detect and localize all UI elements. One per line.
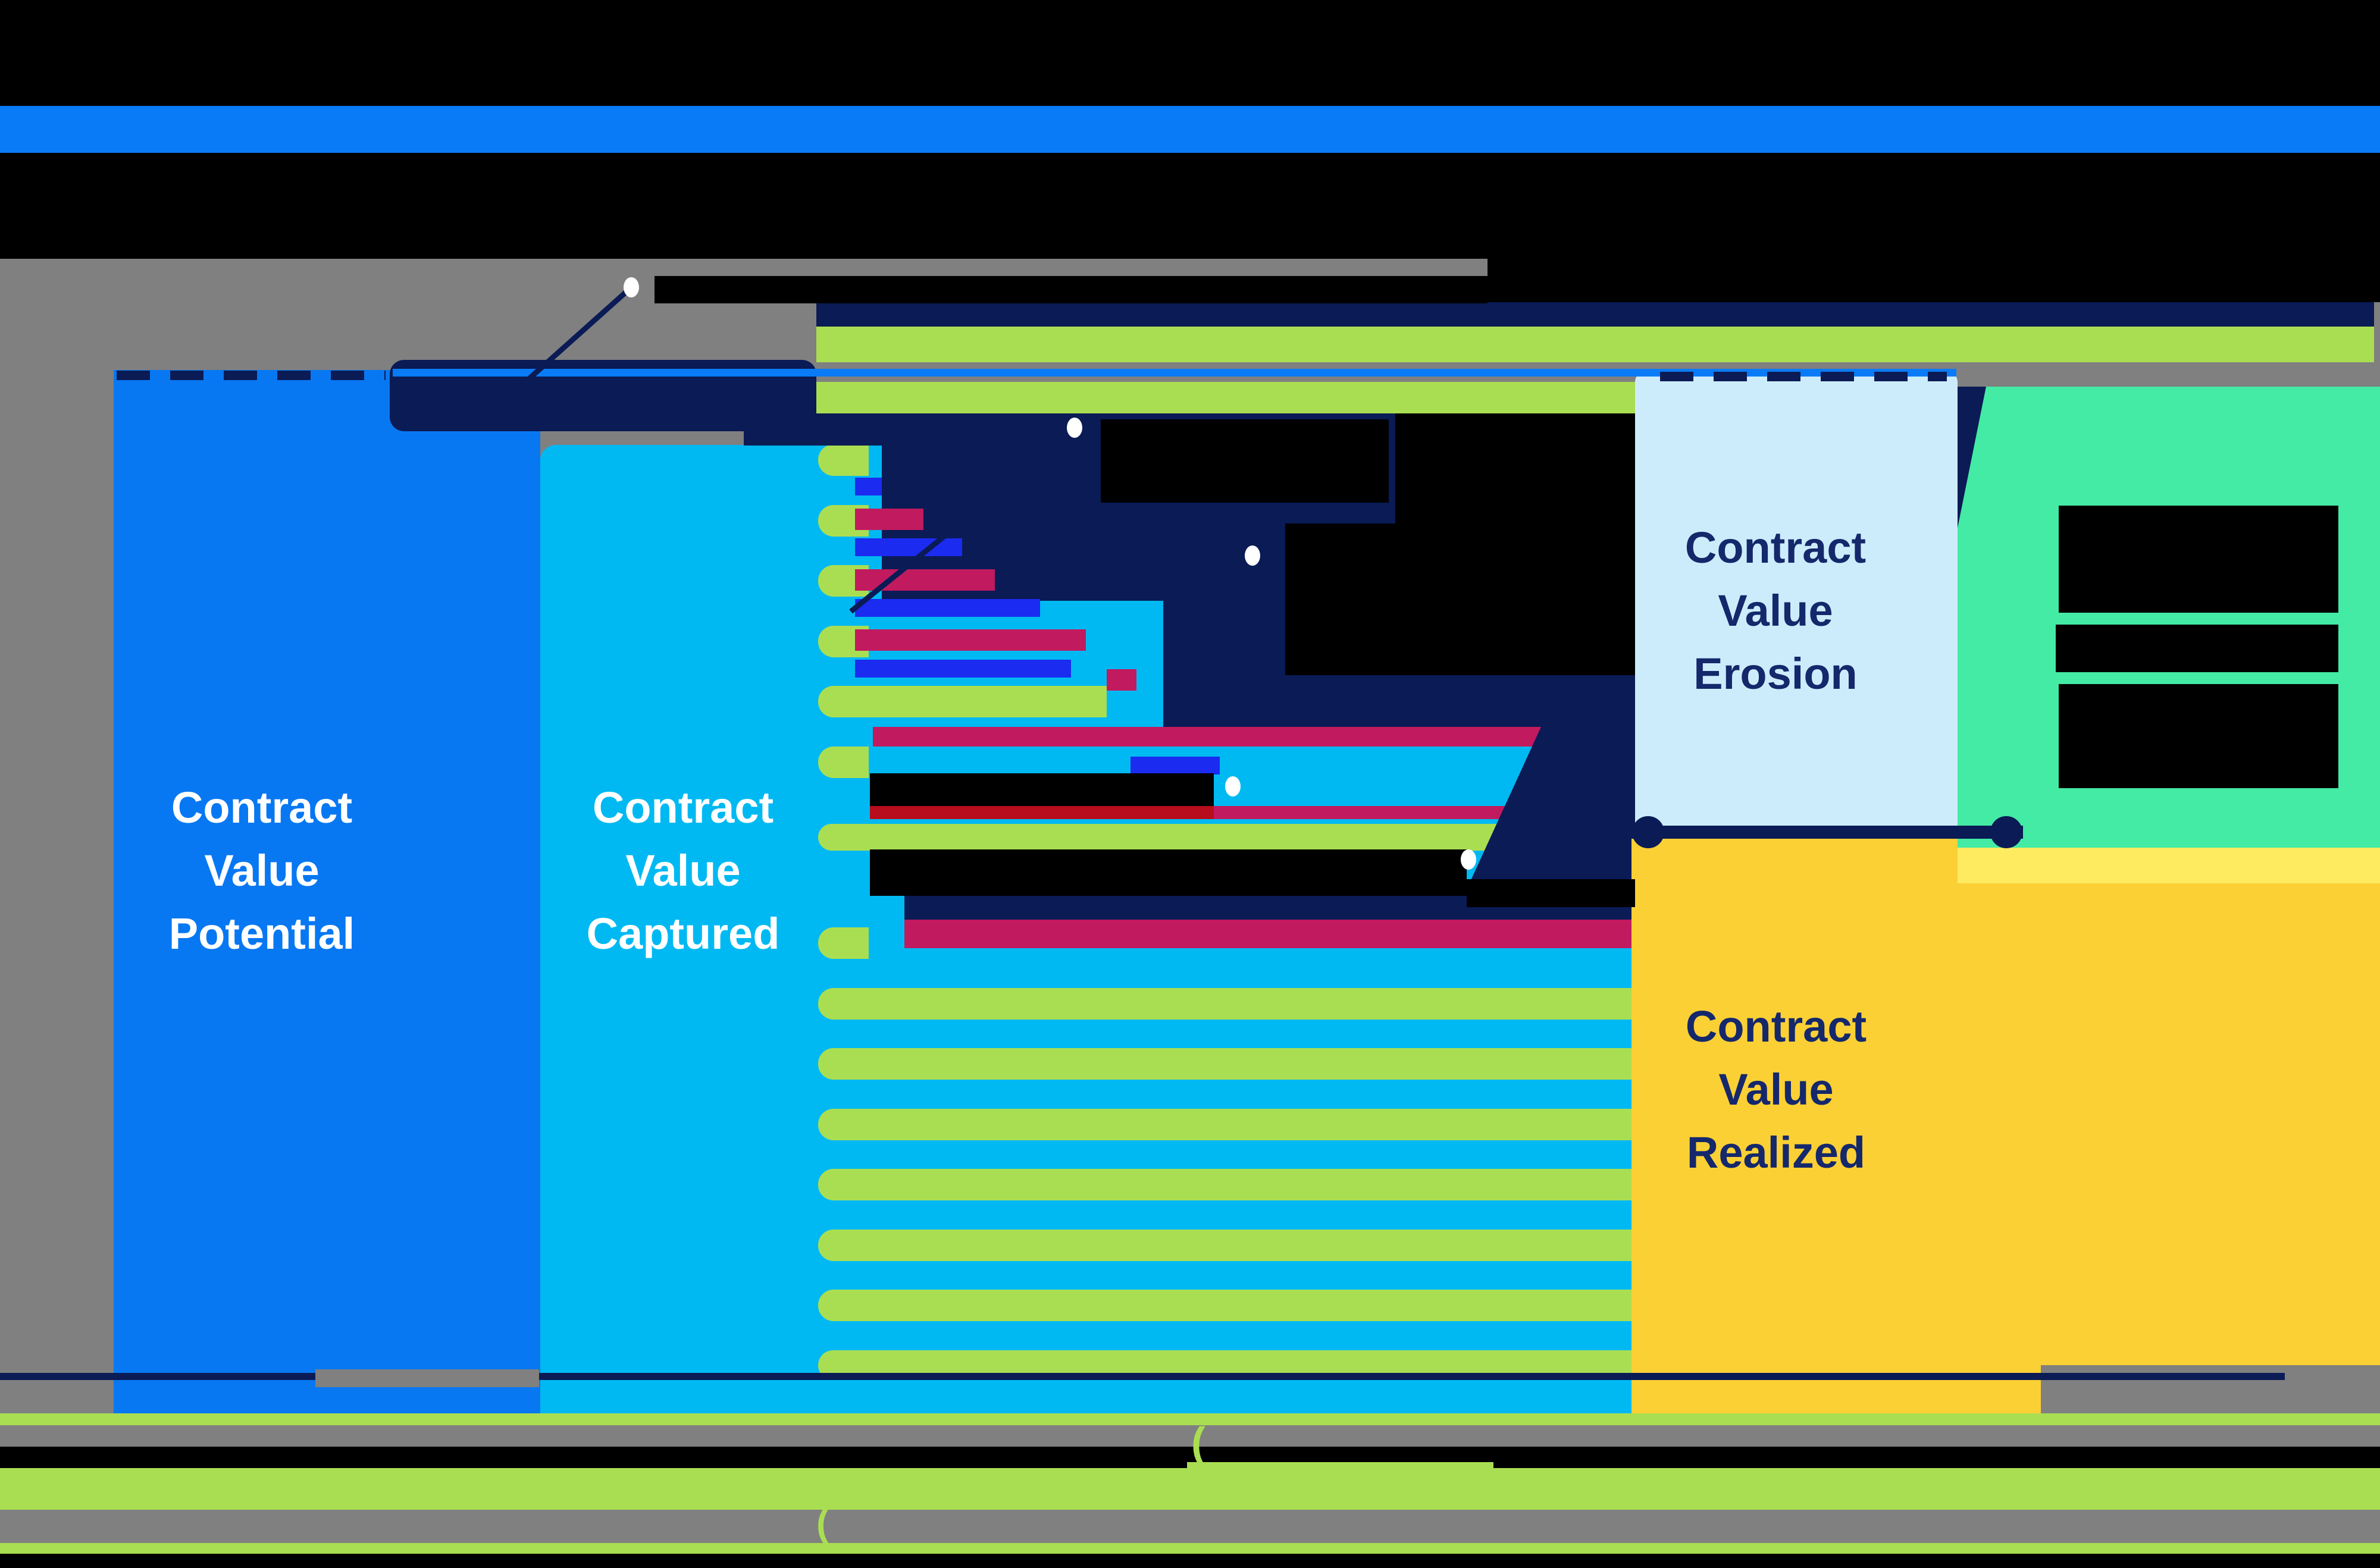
label-line: Contract [1684,523,1867,572]
label-line: Contract [1685,1002,1867,1051]
value-stripe-row [818,747,869,778]
erosion-step-bar [873,727,1541,747]
value-stripe-row [818,1230,1631,1261]
value-stripe-row [818,1290,1631,1321]
erosion-step-bar [1130,757,1220,774]
redacted-text-block [1467,879,1635,907]
top-navy-rule [816,302,2374,327]
value-stripe-row [818,444,869,476]
header-band-right-extension [1488,259,2380,302]
horizontal-blue-guide-line [393,369,1956,377]
label-line: Realized [1686,1128,1866,1177]
connector-endpoint-dot [1990,816,2022,848]
callout-marker-dot [1067,418,1082,438]
label-contract-value-erosion: Contract Value Erosion [1597,516,1954,705]
baseline-gray-segment [315,1369,539,1387]
label-line: Potential [168,909,355,958]
callout-marker-dot [624,277,639,297]
footnote-glyph-1: ( [816,1501,829,1544]
label-line: Value [625,846,741,895]
label-line: Contract [171,783,353,832]
footer-redacted-row-2 [0,1554,2380,1568]
erosion-step-bar [855,538,962,556]
footer-rule-2 [0,1543,2380,1554]
redacted-text-block [2056,625,2338,672]
redacted-text-block [2059,684,2338,788]
redacted-text-block [1285,523,1635,675]
erosion-step-bar [904,920,1635,948]
erosion-step-bar [1107,669,1136,691]
value-stripe-row [818,824,1517,851]
redacted-text-block [870,849,1467,896]
erosion-step-bar [1214,806,1541,819]
box-contract-value-realized [1631,839,2380,1413]
value-stripe-row [818,927,869,959]
value-stripe-row [744,382,1636,413]
pale-yellow-stripe [1958,848,2380,883]
erosion-step-bar [855,660,1071,678]
label-contract-value-potential: Contract Value Potential [83,776,440,965]
header-band-lower [0,153,2380,259]
header-accent-stripe [0,106,2380,153]
footnote-glyph-2: ( [1191,1419,1205,1467]
label-line: Value [1718,1065,1834,1114]
callout-marker-dot [1461,849,1476,870]
connector-endpoint-dot [1632,816,1664,848]
footer-rule-1 [0,1413,2380,1425]
value-stripe-row [818,1109,1631,1140]
callout-connector-line [849,429,1076,614]
redacted-text-block [654,276,1488,303]
footer-gray-band-1 [0,1425,2380,1447]
value-stripe-row [818,1048,1631,1080]
top-green-bar [816,327,2374,362]
label-line: Value [204,846,320,895]
footer-lime-underline [1187,1462,1493,1470]
callout-connector-line [517,285,633,390]
pillar-contract-value-potential [114,370,540,1413]
label-line: Erosion [1693,649,1858,698]
label-line: Contract [592,783,774,832]
value-stripe-row [818,988,1631,1020]
redacted-text-block [870,773,1214,806]
redacted-text-block [2059,506,2338,613]
footer-green-band [0,1468,2380,1510]
baseline-navy-rule [0,1373,2285,1380]
redacted-text-block [1101,419,1389,503]
label-line: Value [1718,586,1833,635]
erosion-step-bar [855,599,1040,617]
erosion-step-bar [855,629,1086,651]
erosion-step-bar [855,509,923,530]
erosion-step-bar [870,806,1214,819]
value-stripe-row [818,686,1107,717]
footer-gray-band-2 [0,1510,2380,1543]
callout-marker-dot [1225,776,1241,796]
box-contract-value-erosion [1635,371,1958,826]
label-contract-value-realized: Contract Value Realized [1598,995,1955,1184]
label-line: Captured [586,909,780,958]
header-bar [0,0,2380,106]
value-stripe-row [818,1169,1631,1200]
callout-marker-dot [1245,545,1260,566]
erosion-step-bar [855,478,882,496]
label-contract-value-captured: Contract Value Captured [505,776,862,965]
